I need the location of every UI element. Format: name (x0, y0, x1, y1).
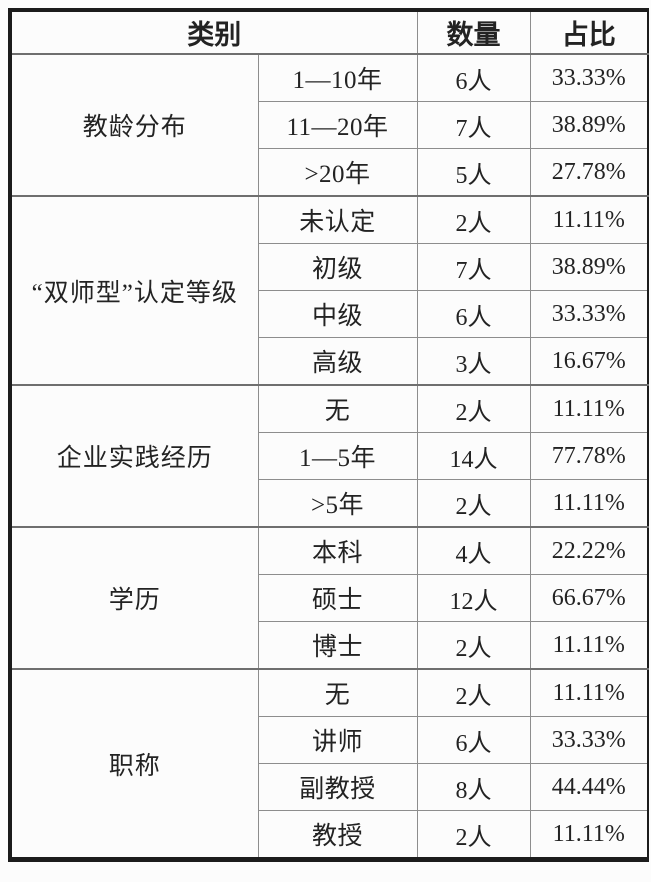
table-row: 硕士 12人 66.67% (10, 574, 649, 622)
table-row: “双师型”认定等级 未认定 2人 11.11% (9, 195, 649, 386)
sub-category-cell: 11—20年 (257, 101, 418, 149)
table-row: 博士 2人 11.11% (10, 621, 649, 670)
sub-category-cell: 未认定 (257, 195, 418, 244)
ratio-cell: 16.67% (529, 337, 649, 386)
ratio-cell: 33.33% (529, 290, 649, 338)
ratio-cell: 44.44% (529, 763, 649, 811)
group-label-education: 学历 (9, 526, 259, 670)
ratio-cell: 38.89% (529, 243, 649, 291)
count-cell: 2人 (416, 668, 531, 717)
table-row: >5年 2人 11.11% (10, 479, 649, 528)
count-cell: 6人 (416, 290, 531, 338)
ratio-cell: 77.78% (529, 432, 649, 480)
count-cell: 2人 (416, 621, 531, 670)
ratio-cell: 27.78% (529, 148, 649, 197)
count-cell: 4人 (416, 526, 531, 575)
sub-category-cell: 讲师 (257, 716, 418, 764)
table-row: 11—20年 7人 38.89% (10, 101, 649, 149)
table-row: 学历 本科 4人 22.22% (9, 526, 649, 670)
group-label-enterprise-practice: 企业实践经历 (9, 384, 259, 528)
sub-category-cell: 1—5年 (257, 432, 418, 480)
group-label-certification-level: “双师型”认定等级 (9, 195, 259, 386)
header-ratio: 占比 (529, 9, 649, 55)
table-row: 教龄分布 1—10年 6人 33.33% (9, 53, 649, 197)
header-count: 数量 (416, 9, 531, 55)
sub-category-cell: 教授 (257, 810, 418, 860)
group-label-title: 职称 (9, 668, 259, 860)
ratio-cell: 38.89% (529, 101, 649, 149)
sub-category-cell: 1—10年 (257, 53, 418, 102)
table-row: 教授 2人 11.11% (10, 810, 649, 860)
count-cell: 14人 (416, 432, 531, 480)
ratio-cell: 11.11% (529, 621, 649, 670)
count-cell: 7人 (416, 101, 531, 149)
ratio-cell: 33.33% (529, 53, 649, 102)
count-cell: 6人 (416, 53, 531, 102)
ratio-cell: 22.22% (529, 526, 649, 575)
table-row: 职称 无 2人 11.11% (9, 668, 649, 860)
table-row: 1—5年 14人 77.78% (10, 432, 649, 480)
header-row: 类别 数量 占比 (9, 9, 649, 55)
header-category: 类别 (9, 9, 418, 55)
sub-category-cell: 副教授 (257, 763, 418, 811)
count-cell: 2人 (416, 479, 531, 528)
sub-category-cell: >20年 (257, 148, 418, 197)
count-cell: 6人 (416, 716, 531, 764)
ratio-cell: 33.33% (529, 716, 649, 764)
ratio-cell: 66.67% (529, 574, 649, 622)
sub-category-cell: 无 (257, 384, 418, 433)
ratio-cell: 11.11% (529, 384, 649, 433)
count-cell: 8人 (416, 763, 531, 811)
sub-category-cell: 高级 (257, 337, 418, 386)
table-row: 企业实践经历 无 2人 11.11% (9, 384, 649, 528)
count-cell: 5人 (416, 148, 531, 197)
count-cell: 7人 (416, 243, 531, 291)
table-row: 高级 3人 16.67% (10, 337, 649, 386)
statistics-table: 类别 数量 占比 教龄分布 1—10年 6人 33.33% 11—20年 7人 … (8, 8, 649, 862)
ratio-cell: 11.11% (529, 195, 649, 244)
count-cell: 2人 (416, 384, 531, 433)
sub-category-cell: 博士 (257, 621, 418, 670)
count-cell: 2人 (416, 195, 531, 244)
sub-category-cell: 本科 (257, 526, 418, 575)
sub-category-cell: >5年 (257, 479, 418, 528)
sub-category-cell: 无 (257, 668, 418, 717)
ratio-cell: 11.11% (529, 668, 649, 717)
ratio-cell: 11.11% (529, 479, 649, 528)
table-row: 中级 6人 33.33% (10, 290, 649, 338)
group-label-teaching-years: 教龄分布 (9, 53, 259, 197)
sub-category-cell: 中级 (257, 290, 418, 338)
sub-category-cell: 硕士 (257, 574, 418, 622)
ratio-cell: 11.11% (529, 810, 649, 860)
sub-category-cell: 初级 (257, 243, 418, 291)
count-cell: 12人 (416, 574, 531, 622)
count-cell: 3人 (416, 337, 531, 386)
table-row: 副教授 8人 44.44% (10, 763, 649, 811)
count-cell: 2人 (416, 810, 531, 860)
